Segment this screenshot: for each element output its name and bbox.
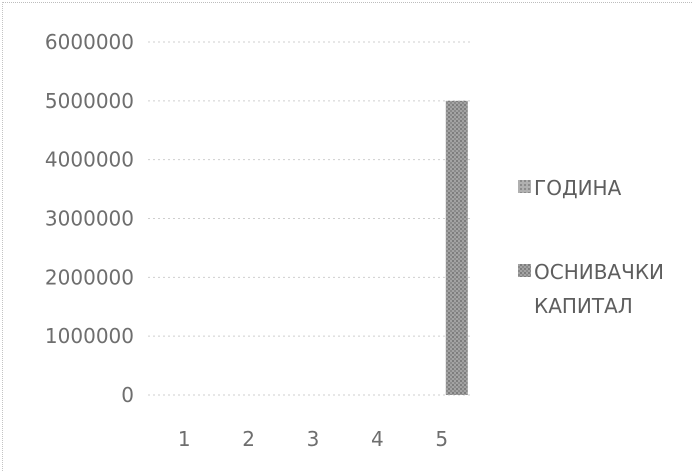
gridlines	[148, 41, 470, 396]
y-tick-label: 2000000	[45, 265, 134, 289]
x-tick-label: 2	[242, 427, 255, 451]
legend-swatch	[518, 180, 531, 193]
y-tick-label: 1000000	[45, 324, 134, 348]
y-tick-label: 4000000	[45, 148, 134, 172]
y-tick-label: 0	[121, 383, 134, 407]
legend-label: ОСНИВАЧКИ	[534, 260, 664, 284]
y-axis-tick-labels: 0 1000000 2000000 3000000 4000000 5000000 6000…	[45, 30, 134, 407]
bars	[445, 100, 468, 395]
y-tick-label: 3000000	[45, 207, 134, 231]
y-tick-label: 5000000	[45, 89, 134, 113]
legend-label: ГОДИНА	[534, 176, 622, 200]
x-axis-tick-labels: 1 2 3 4 5	[178, 427, 448, 451]
bar-osnivacki-kapital-5	[445, 100, 468, 395]
x-tick-label: 5	[435, 427, 448, 451]
legend-swatch	[518, 264, 531, 277]
legend: ГОДИНА ОСНИВАЧКИ КАПИТАЛ	[518, 176, 664, 318]
x-tick-label: 4	[371, 427, 384, 451]
x-tick-label: 3	[307, 427, 320, 451]
chart-frame	[2, 2, 692, 471]
y-tick-label: 6000000	[45, 30, 134, 54]
legend-label: КАПИТАЛ	[534, 294, 633, 318]
x-tick-label: 1	[178, 427, 191, 451]
